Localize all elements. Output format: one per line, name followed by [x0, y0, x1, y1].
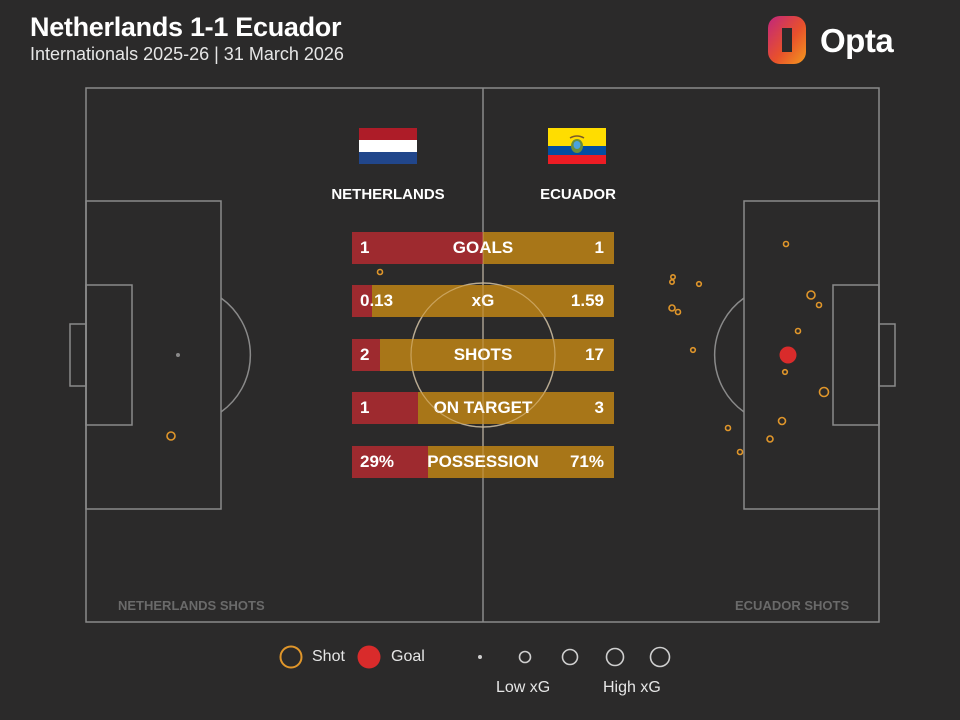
home-stat-value: 1 [360, 238, 370, 257]
ecuador-shot [766, 435, 774, 443]
stat-label: GOALS [452, 238, 514, 257]
page-title: Netherlands 1-1 Ecuador [30, 12, 342, 42]
home-stat-bar [352, 285, 372, 317]
netherlands-shots-label: NETHERLANDS SHOTS [118, 598, 265, 613]
ecuador-shot [806, 290, 816, 300]
ecuador-shot [782, 240, 790, 248]
away-stat-value: 1 [594, 238, 604, 257]
legend-goal-icon [357, 645, 381, 669]
legend-xg-size-4 [605, 647, 625, 667]
stat-label: ON TARGET [433, 398, 533, 417]
legend-xg-size-2 [518, 650, 532, 664]
legend-goal-label: Goal [391, 648, 425, 665]
home-stat-value: 1 [360, 398, 370, 417]
ecuador-goal-marker [779, 346, 797, 364]
legend-xg-size-5 [649, 646, 671, 668]
left-penalty-spot [176, 353, 180, 357]
stat-row-xg: 0.13 xG 1.59 [352, 285, 614, 317]
legend-shot-icon [279, 645, 303, 669]
stat-row-shots: 2 SHOTS 17 [352, 339, 614, 371]
ecuador-shot [674, 308, 682, 316]
home-team-name: NETHERLANDS [331, 186, 445, 203]
away-stat-bar [428, 446, 614, 478]
opta-logo-icon [768, 16, 806, 64]
netherlands-shot [166, 431, 176, 441]
left-goal [69, 323, 87, 387]
away-stat-value: 17 [585, 345, 604, 364]
ecuador-shot [736, 448, 744, 456]
ecuador-shots-label: ECUADOR SHOTS [735, 598, 850, 613]
stat-label: POSSESSION [427, 452, 539, 471]
legend-shot-label: Shot [312, 648, 345, 665]
home-stat-bar [352, 232, 483, 264]
ecuador-shot [777, 416, 787, 426]
netherlands-flag-icon [359, 128, 417, 164]
opta-wordmark: Opta [820, 22, 894, 59]
home-stat-value: 29% [360, 452, 395, 471]
ecuador-shot [815, 301, 823, 309]
home-stat-bar [352, 446, 428, 478]
ecuador-shot [794, 327, 802, 335]
netherlands-shot [376, 268, 384, 276]
legend-high-xg-label: High xG [603, 679, 661, 696]
stat-label: SHOTS [453, 345, 513, 364]
right-goal [878, 323, 896, 387]
ecuador-shot [724, 424, 732, 432]
home-stat-value: 0.13 [360, 291, 394, 310]
right-penalty-arc [713, 297, 745, 413]
legend-low-xg-label: Low xG [496, 679, 551, 696]
ecuador-shot [781, 368, 789, 376]
home-stat-value: 2 [360, 345, 370, 364]
left-six-yard-box [85, 284, 133, 426]
right-six-yard-box [832, 284, 880, 426]
stat-row-goals: 1 GOALS 1 [352, 232, 614, 264]
away-stat-bar [483, 232, 614, 264]
away-team-name: ECUADOR [540, 186, 616, 203]
ecuador-flag-icon [548, 128, 606, 164]
away-stat-value: 3 [594, 398, 604, 417]
ecuador-shot [818, 386, 830, 398]
ecuador-shot [668, 278, 675, 285]
home-stat-bar [352, 392, 418, 424]
ecuador-shot [695, 280, 703, 288]
stat-row-possession: 29% POSSESSION 71% [352, 446, 614, 478]
page-subtitle: Internationals 2025-26 | 31 March 2026 [30, 44, 344, 64]
left-penalty-arc [220, 297, 252, 413]
left-penalty-area [85, 200, 222, 510]
legend-xg-size-3 [561, 648, 579, 666]
away-stat-value: 71% [569, 452, 604, 471]
legend-xg-size-1 [478, 655, 482, 659]
ecuador-shot [689, 346, 697, 354]
ecuador-shot [668, 304, 676, 312]
right-penalty-area [743, 200, 880, 510]
home-stat-bar [352, 339, 380, 371]
ecuador-shot [669, 273, 676, 280]
stat-row-on-target: 1 ON TARGET 3 [352, 392, 614, 424]
away-stat-value: 1.59 [570, 291, 604, 310]
